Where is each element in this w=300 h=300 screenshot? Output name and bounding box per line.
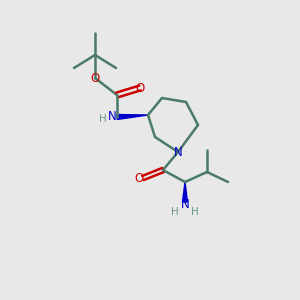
- Text: O: O: [135, 82, 145, 94]
- Text: N: N: [174, 146, 182, 158]
- Text: N: N: [181, 197, 189, 211]
- Text: O: O: [134, 172, 144, 184]
- Text: H: H: [99, 114, 107, 124]
- Polygon shape: [182, 182, 188, 202]
- Text: O: O: [90, 71, 100, 85]
- Text: H: H: [171, 207, 179, 217]
- Text: H: H: [191, 207, 199, 217]
- Polygon shape: [117, 115, 148, 119]
- Text: N: N: [108, 110, 116, 124]
